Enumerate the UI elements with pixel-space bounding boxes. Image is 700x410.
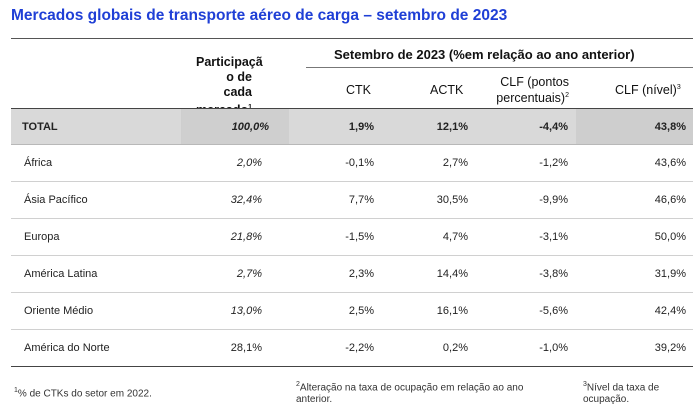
total-clf-shade: [576, 109, 693, 144]
col-header-clf-pp-line-2: percentuais)2: [496, 89, 569, 105]
col-header-clf-pp-footnote-mark: 2: [565, 92, 569, 99]
row-actk: 0,2%: [442, 342, 468, 354]
row-clf-pp: -4,4%: [539, 120, 568, 133]
share-header-line-2: o de cada: [223, 70, 253, 99]
row-clf-pp: -3,1%: [539, 231, 568, 243]
row-clf-level: 39,2%: [654, 342, 686, 354]
table-row: América Latina 2,7% 2,3% 14,4% -3,8% 31,…: [11, 256, 693, 293]
row-clf-pp: -1,2%: [539, 157, 568, 169]
table-row: América do Norte 28,1% -2,2% 0,2% -1,0% …: [11, 330, 693, 367]
footnote-3-mark: 3: [583, 381, 587, 388]
table-row: Ásia Pacífico 32,4% 7,7% 30,5% -9,9% 46,…: [11, 182, 693, 219]
col-header-clf-pp-text: percentuais): [496, 91, 566, 106]
row-clf-level: 50,0%: [654, 231, 686, 243]
group-header-rule: [306, 67, 693, 68]
row-actk: 16,1%: [436, 305, 468, 317]
share-header-footnote-mark: 1: [248, 104, 252, 111]
data-table: TOTAL 100,0% 1,9% 12,1% -4,4% 43,8% Áfri…: [11, 109, 693, 367]
col-header-clf-pp: CLF (pontos percentuais)2: [496, 75, 569, 105]
row-share: 100,0%: [182, 109, 289, 144]
row-clf-level: 31,9%: [654, 268, 686, 280]
group-column-header: Setembro de 2023 (%em relação ao ano ant…: [334, 47, 635, 62]
share-header-line-1: Participaçã: [196, 55, 263, 69]
footnote-1-mark: 1: [14, 387, 18, 394]
footnote-3-text: Nível da taxa de: [586, 382, 660, 394]
row-ctk: 2,3%: [348, 268, 374, 280]
footnote-3-line-2: ocupação.: [583, 394, 630, 406]
row-clf-level: 42,4%: [654, 305, 686, 317]
col-header-clf-level: CLF (nível)3: [615, 83, 681, 97]
row-actk: 30,5%: [436, 194, 468, 206]
table-row: Europa 21,8% -1,5% 4,7% -3,1% 50,0%: [11, 219, 693, 256]
row-clf-pp: -3,8%: [539, 268, 568, 280]
row-name: Ásia Pacífico: [24, 194, 88, 206]
row-share: 2,7%: [236, 268, 262, 280]
col-header-ctk: CTK: [346, 83, 371, 97]
table-row: Oriente Médio 13,0% 2,5% 16,1% -5,6% 42,…: [11, 293, 693, 330]
footnote-2-mark: 2: [296, 381, 300, 388]
row-clf-pp: -5,6%: [539, 305, 568, 317]
col-header-clf-level-footnote-mark: 3: [676, 83, 681, 91]
row-name: África: [24, 157, 53, 169]
footnote-3-line-1: 3Nível da taxa de: [583, 379, 659, 394]
row-ctk: -2,2%: [345, 342, 374, 354]
row-name: América Latina: [24, 268, 98, 280]
row-name: Oriente Médio: [24, 305, 94, 317]
row-share: 28,1%: [230, 342, 262, 354]
row-clf-level: 46,6%: [654, 194, 686, 206]
row-clf-level: 43,8%: [654, 120, 686, 133]
page-title: Mercados globais de transporte aéreo de …: [11, 7, 508, 24]
footnote-2: 2Alteração na taxa de ocupação em relaçã…: [296, 379, 523, 406]
row-actk: 4,7%: [442, 231, 468, 243]
footnote-2-line-1: 2Alteração na taxa de ocupação em relaçã…: [296, 379, 523, 394]
row-clf-pp: -1,0%: [539, 342, 568, 354]
row-actk: 12,1%: [436, 120, 468, 133]
row-share: 21,8%: [230, 231, 262, 243]
header-top-rule: [11, 38, 693, 39]
table-row-total: TOTAL 100,0% 1,9% 12,1% -4,4% 43,8%: [11, 109, 693, 145]
col-header-actk: ACTK: [430, 83, 464, 97]
footnote-1: 1% de CTKs do setor em 2022.: [14, 385, 152, 400]
footnote-1-text: % de CTKs do setor em 2022.: [17, 388, 152, 400]
row-actk: 14,4%: [436, 268, 468, 280]
row-ctk: 2,5%: [348, 305, 374, 317]
row-ctk: 1,9%: [348, 120, 374, 133]
footnote-3: 3Nível da taxa de ocupação.: [583, 379, 659, 406]
row-ctk: -1,5%: [345, 231, 374, 243]
row-name: TOTAL: [22, 120, 58, 133]
footnote-2-line-2: anterior.: [296, 394, 333, 406]
col-header-clf-pp-line-1: CLF (pontos: [500, 75, 569, 89]
row-ctk: 7,7%: [348, 194, 374, 206]
col-header-clf-level-text: CLF (nível): [615, 83, 677, 97]
row-name: América do Norte: [24, 342, 110, 354]
row-share: 2,0%: [236, 157, 262, 169]
row-clf-level: 43,6%: [654, 157, 686, 169]
row-share: 32,4%: [230, 194, 262, 206]
row-ctk: -0,1%: [345, 157, 374, 169]
row-share: 13,0%: [230, 305, 262, 317]
row-name: Europa: [24, 231, 60, 243]
header-bottom-rule: [11, 108, 693, 109]
row-actk: 2,7%: [442, 157, 468, 169]
table-row: África 2,0% -0,1% 2,7% -1,2% 43,6%: [11, 145, 693, 182]
footnote-2-text: Alteração na taxa de ocupação em relação…: [299, 382, 524, 394]
row-clf-pp: -9,9%: [539, 194, 568, 206]
